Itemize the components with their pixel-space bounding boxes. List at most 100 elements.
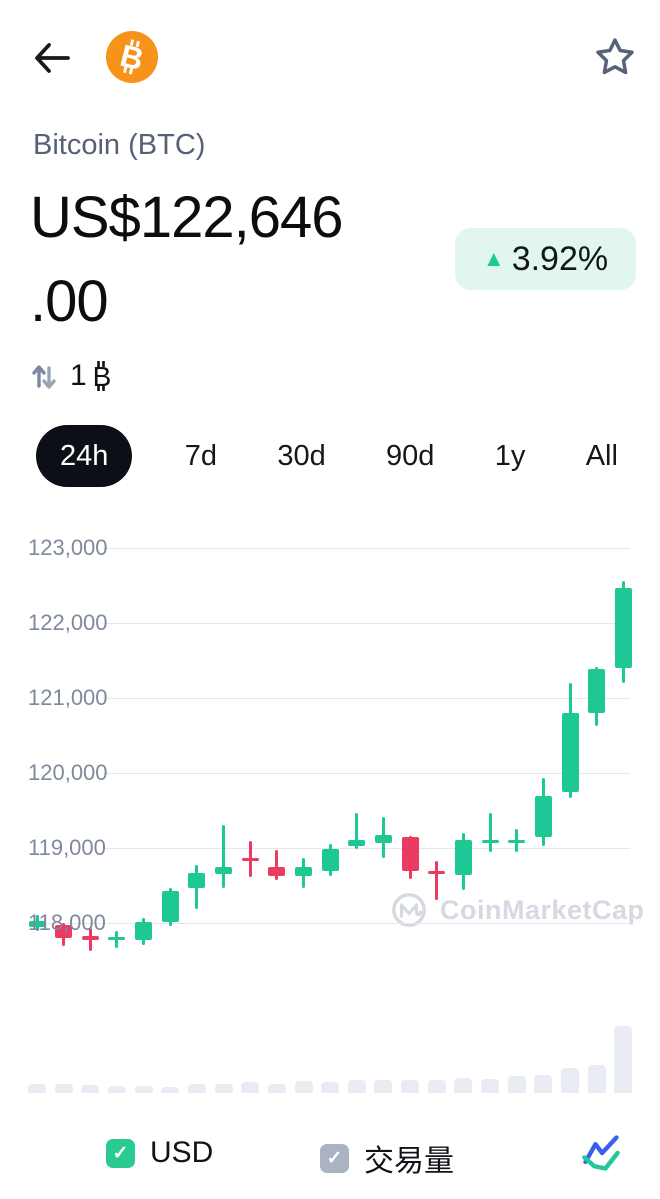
volume-bar bbox=[187, 1084, 206, 1093]
candle-body bbox=[188, 872, 206, 889]
convert-amount: 1 B bbox=[70, 359, 113, 393]
candle-body bbox=[561, 712, 579, 793]
volume-bar bbox=[107, 1086, 126, 1093]
candle-body bbox=[588, 669, 606, 713]
candle-body bbox=[508, 839, 526, 843]
volume-bar bbox=[54, 1084, 73, 1093]
candle-body bbox=[268, 867, 286, 876]
y-axis-label: 123,000 bbox=[28, 534, 108, 560]
watermark-text: CoinMarketCap bbox=[440, 894, 645, 925]
volume-bar bbox=[614, 1026, 633, 1093]
btc-symbol-icon: B bbox=[92, 361, 111, 392]
candle-body bbox=[55, 925, 73, 939]
candle-wick bbox=[488, 813, 492, 853]
volume-bar bbox=[214, 1084, 233, 1093]
candle-body bbox=[481, 839, 499, 843]
gridline bbox=[103, 847, 630, 849]
y-axis-label: 118,000 bbox=[28, 910, 106, 935]
candle-body bbox=[241, 857, 259, 861]
volume-bar bbox=[561, 1068, 579, 1093]
candle-body bbox=[215, 866, 233, 875]
candle-wick bbox=[435, 860, 439, 901]
back-button[interactable] bbox=[30, 36, 74, 80]
y-axis-label: 120,000 bbox=[28, 759, 108, 785]
y-axis-label: 121,000 bbox=[28, 684, 108, 710]
candle-body bbox=[534, 796, 552, 837]
candle-body bbox=[28, 920, 46, 928]
coin-price: US$122,646 .00 bbox=[30, 176, 343, 344]
convert-amount-value: 1 bbox=[70, 359, 87, 392]
volume-bar bbox=[241, 1082, 260, 1093]
coin-name: Bitcoin (BTC) bbox=[33, 129, 206, 161]
up-triangle-icon: ▲ bbox=[482, 246, 505, 271]
star-icon bbox=[596, 38, 634, 75]
gridline bbox=[30, 923, 630, 924]
usd-toggle-label: USD bbox=[150, 1136, 214, 1169]
volume-bar bbox=[134, 1086, 153, 1093]
candle-wick bbox=[355, 813, 359, 849]
candle-body bbox=[135, 922, 153, 941]
swap-arrows-icon bbox=[32, 365, 56, 389]
y-axis-label: 119,000 bbox=[28, 834, 106, 860]
tab-7d[interactable]: 7d bbox=[177, 440, 225, 473]
volume-bar bbox=[427, 1080, 446, 1093]
tab-1y[interactable]: 1y bbox=[487, 440, 534, 473]
volume-bar bbox=[374, 1080, 393, 1093]
gridline bbox=[103, 547, 630, 549]
volume-bar bbox=[481, 1079, 500, 1093]
volume-bar bbox=[587, 1065, 606, 1093]
usd-checkbox-icon: ✓ bbox=[106, 1138, 135, 1168]
volume-bar bbox=[347, 1080, 366, 1093]
price-change-percent: 3.92% bbox=[511, 239, 609, 278]
candle-body bbox=[428, 871, 446, 875]
coinmarketcap-watermark: CoinMarketCap bbox=[391, 892, 645, 928]
usd-toggle[interactable]: ✓ USD bbox=[106, 1136, 213, 1170]
volume-toggle[interactable]: ✓ 交易量 bbox=[320, 1136, 454, 1180]
volume-bar bbox=[534, 1075, 553, 1093]
candle-body bbox=[614, 588, 632, 669]
price-line-1: US$122,646 bbox=[30, 185, 343, 250]
left-arrow-icon bbox=[35, 43, 70, 73]
candle-body bbox=[348, 840, 366, 847]
volume-bar bbox=[454, 1078, 473, 1093]
coinmarketcap-logo-icon bbox=[392, 893, 426, 927]
currency-convert-toggle[interactable]: 1 B bbox=[30, 356, 113, 396]
candle-body bbox=[108, 937, 126, 941]
volume-toggle-label: 交易量 bbox=[364, 1145, 454, 1178]
candle-body bbox=[81, 935, 99, 941]
volume-bar bbox=[161, 1087, 180, 1093]
bitcoin-logo-icon: B bbox=[106, 31, 158, 83]
svg-text:B: B bbox=[92, 361, 111, 392]
candle-body bbox=[161, 890, 179, 923]
candlestick-chart[interactable]: CoinMarketCap 123,000 122,000 121,000 120,0… bbox=[0, 535, 660, 975]
volume-bar bbox=[321, 1082, 340, 1093]
price-change-badge: ▲ 3.92% bbox=[455, 228, 636, 290]
volume-bar bbox=[401, 1080, 420, 1093]
volume-bar bbox=[507, 1076, 526, 1093]
chart-type-toggle-button[interactable] bbox=[580, 1132, 622, 1174]
time-range-tabs: 24h 7d 30d 90d 1y All bbox=[36, 424, 626, 488]
favorite-button[interactable] bbox=[594, 36, 636, 78]
gridline bbox=[103, 622, 630, 624]
candle-body bbox=[401, 836, 419, 872]
line-chart-icon bbox=[582, 1135, 620, 1171]
tab-all[interactable]: All bbox=[578, 440, 626, 473]
candle-body bbox=[295, 867, 312, 876]
volume-bar bbox=[294, 1081, 313, 1093]
tab-90d[interactable]: 90d bbox=[378, 440, 442, 473]
gridline bbox=[103, 697, 630, 699]
volume-bar bbox=[81, 1085, 100, 1093]
volume-checkbox-icon: ✓ bbox=[320, 1143, 349, 1173]
volume-bars bbox=[0, 1020, 660, 1093]
candle-body bbox=[454, 839, 472, 875]
gridline bbox=[103, 772, 630, 774]
candle-body bbox=[321, 848, 339, 872]
candle-wick bbox=[222, 825, 226, 888]
y-axis-label: 122,000 bbox=[28, 609, 108, 635]
candle-wick bbox=[275, 850, 279, 881]
tab-30d[interactable]: 30d bbox=[269, 440, 333, 473]
volume-bar bbox=[267, 1084, 286, 1093]
price-line-2: .00 bbox=[30, 269, 109, 334]
tab-24h[interactable]: 24h bbox=[36, 425, 133, 487]
